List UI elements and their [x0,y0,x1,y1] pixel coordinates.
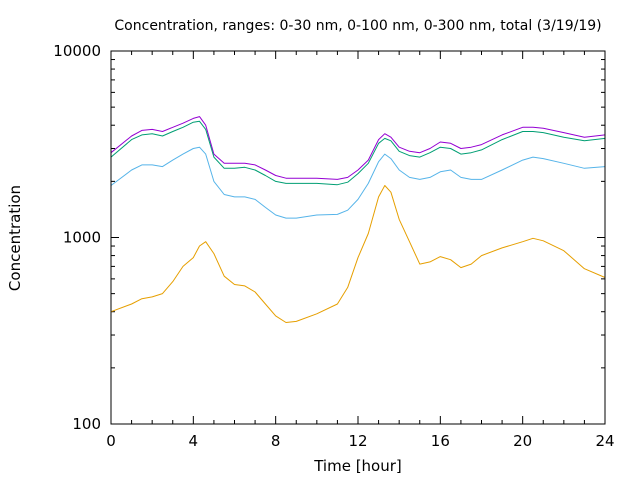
x-tick-label: 0 [106,432,116,450]
x-axis-label: Time [hour] [313,457,402,475]
x-tick-label: 12 [348,432,367,450]
axis-ticks [110,50,606,425]
x-tick-label: 16 [431,432,450,450]
y-tick-label: 1000 [63,229,101,247]
y-axis-label: Concentration [6,185,24,291]
y-tick-label: 10000 [53,42,101,60]
x-tick-label: 20 [513,432,532,450]
series-line-2 [110,120,606,186]
series-lines [110,116,606,323]
series-line-3 [110,146,606,219]
chart-title: Concentration, ranges: 0-30 nm, 0-100 nm… [114,18,601,34]
x-tick-label: 24 [595,432,614,450]
x-tick-label: 4 [189,432,199,450]
series-line-4 [110,185,606,323]
x-tick-label: 8 [271,432,281,450]
tick-labels: 0 4 8 12 16 20 24 100 1000 10000 [53,42,614,450]
y-tick-label: 100 [72,415,101,433]
plot-frame [110,50,606,425]
series-line-1 [110,116,606,180]
